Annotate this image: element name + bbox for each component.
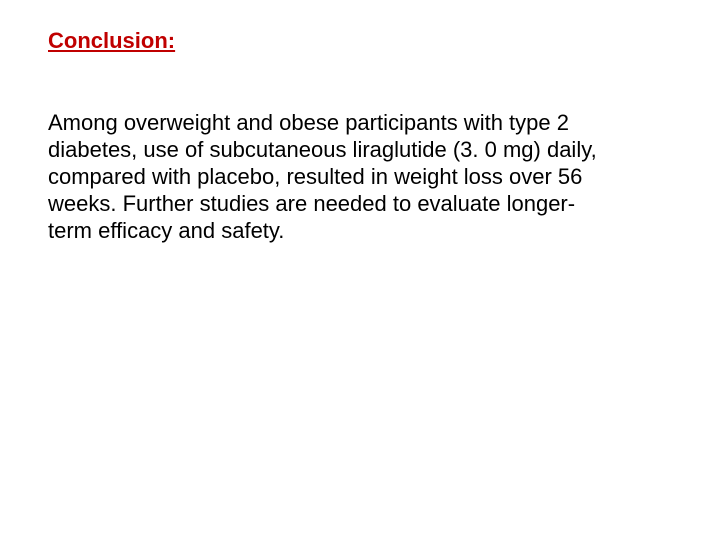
conclusion-body-text: Among overweight and obese participants … (48, 110, 608, 244)
slide-container: Conclusion: Among overweight and obese p… (0, 0, 720, 540)
section-heading: Conclusion: (48, 28, 672, 54)
